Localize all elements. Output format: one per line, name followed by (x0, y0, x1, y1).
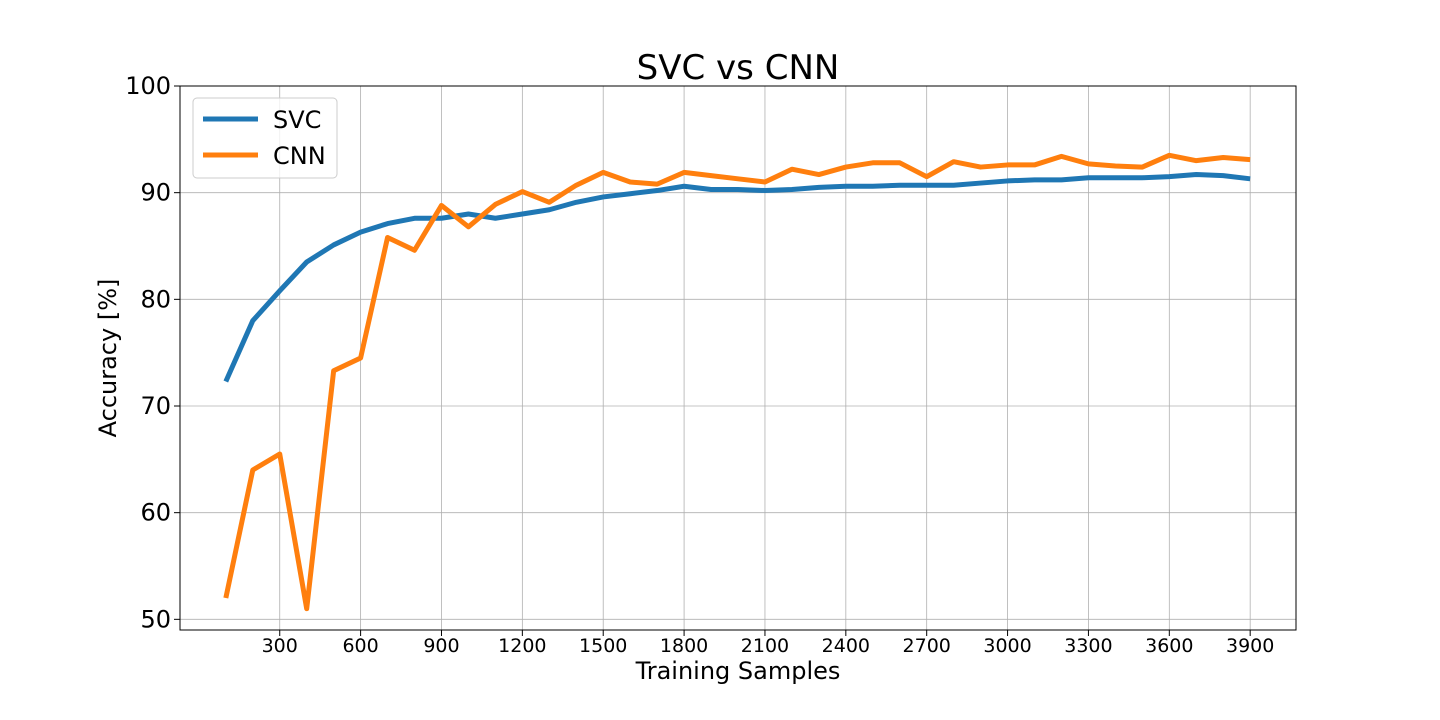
x-tick-label: 1200 (498, 635, 546, 657)
x-tick-label: 3900 (1226, 635, 1274, 657)
x-tick-label: 2100 (741, 635, 789, 657)
x-tick-label: 1500 (579, 635, 627, 657)
y-tick-label: 100 (125, 72, 171, 100)
y-tick-label: 50 (140, 605, 171, 633)
series-lines (223, 152, 1251, 612)
x-tick-label: 900 (423, 635, 459, 657)
x-tick-label: 1800 (660, 635, 708, 657)
y-axis-label: Accuracy [%] (94, 279, 122, 438)
legend-label-svc: SVC (273, 106, 321, 134)
x-tick-label: 3000 (983, 635, 1031, 657)
chart-title: SVC vs CNN (637, 48, 840, 88)
x-axis-label: Training Samples (635, 657, 841, 685)
series-line-cnn (223, 152, 1251, 612)
x-tick-label: 3300 (1064, 635, 1112, 657)
x-tick-label: 2700 (903, 635, 951, 657)
x-tick-label: 3600 (1145, 635, 1193, 657)
x-tick-label: 2400 (822, 635, 870, 657)
y-tick-label: 90 (140, 179, 171, 207)
y-tick-label: 60 (140, 499, 171, 527)
series-line-svc (223, 172, 1251, 383)
legend-label-cnn: CNN (273, 142, 326, 170)
legend: SVC CNN (192, 97, 338, 179)
plot-frame (179, 85, 1297, 631)
x-tick-label: 300 (262, 635, 298, 657)
y-tick-label: 70 (140, 392, 171, 420)
x-tick-label: 600 (342, 635, 378, 657)
y-tick-label: 80 (140, 285, 171, 313)
axis-ticks: 300 600 900 1200 1500 1800 2100 2400 2700 3000 330… (125, 72, 1274, 657)
